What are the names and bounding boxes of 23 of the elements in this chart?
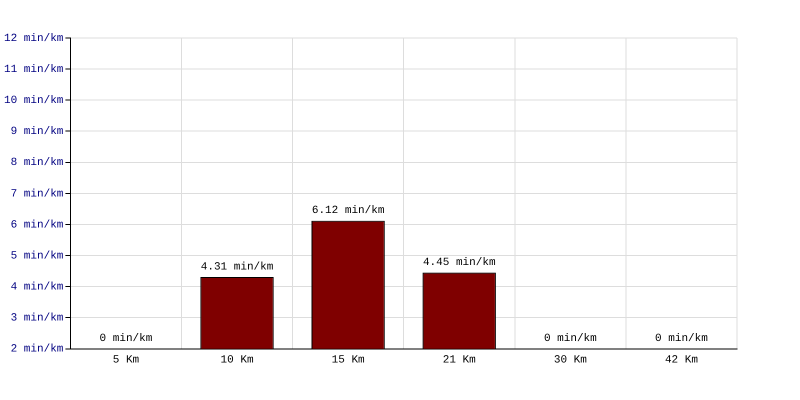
y-tick-label: 2 min/km [10,344,64,356]
x-tick-label: 10 Km [220,354,254,366]
data-label: 4.31 min/km [200,261,274,274]
y-tick-label: 10 min/km [4,95,64,108]
y-tick-label: 6 min/km [10,219,64,232]
data-label: 6.12 min/km [312,205,385,218]
x-tick-label: 21 Km [442,354,476,366]
y-tick-label: 5 min/km [10,250,64,262]
y-tick-label: 11 min/km [4,64,64,76]
text: 0 min/km [544,333,597,346]
x-tick-label: 42 Km [664,354,698,366]
text: 0 min/km [655,333,708,346]
y-tick-label: 7 min/km [10,188,64,200]
y-tick-label: 4 min/km [10,282,64,294]
x-tick-label: 30 Km [554,354,588,366]
x-tick-label: 5 Km [112,354,140,366]
data-label: 4.45 min/km [422,257,496,270]
text: 0 min/km [100,333,152,346]
y-tick-label: 9 min/km [10,126,64,138]
y-tick-label: 12 min/km [4,32,64,45]
y-tick-label: 8 min/km [10,157,64,170]
y-tick-label: 3 min/km [10,312,64,325]
x-tick-label: 15 Km [332,354,366,366]
